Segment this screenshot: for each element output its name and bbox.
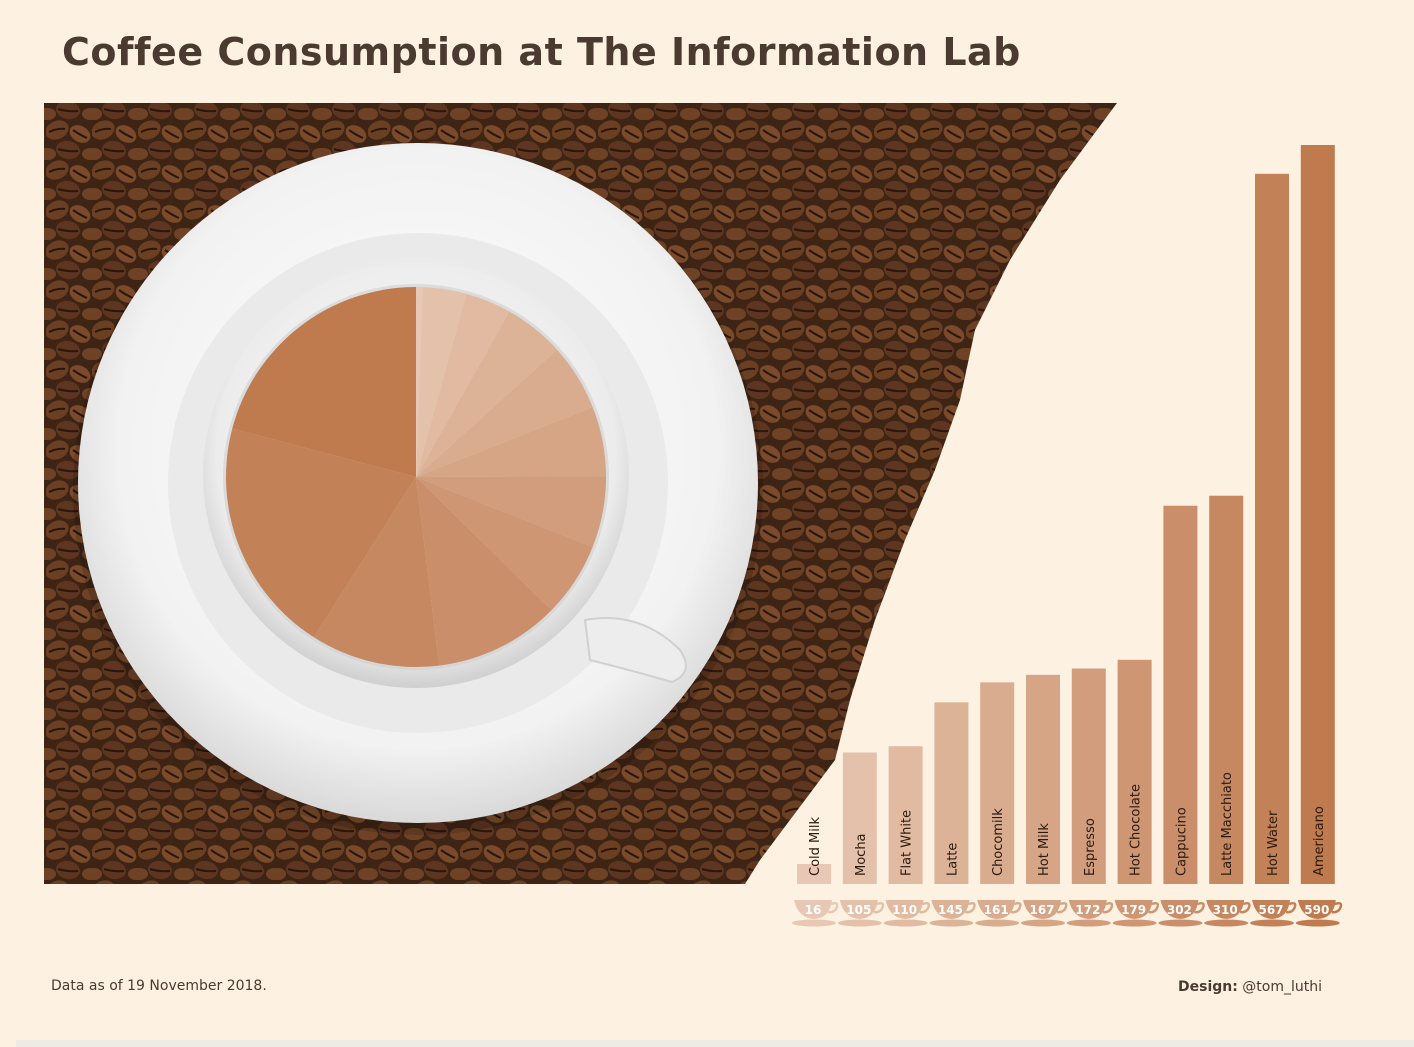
pie-slice-hot-milk: [416, 407, 606, 477]
bar-value-latte: 145: [938, 903, 963, 917]
bar-hot-milk: [1026, 674, 1060, 884]
cup-marker-hot-water: [1252, 900, 1290, 919]
bar-americano: [1300, 145, 1335, 884]
bar-value-americano: 590: [1304, 903, 1329, 917]
cup-handle-chocomilk: [1010, 901, 1022, 914]
bar-label-hot-milk: Hot Milk: [1037, 823, 1052, 876]
cup-marker-latte-macchiato: [1206, 900, 1245, 919]
cup-marker-espresso: [1068, 900, 1107, 919]
bar-chocomilk: [980, 682, 1015, 884]
bar-flat-white: [888, 746, 923, 884]
bar-label-cold-milk: Cold Milk: [808, 817, 823, 876]
cup-marker-hot-chocolate: [1114, 900, 1153, 919]
bar-label-americano: Americano: [1312, 806, 1327, 876]
bar-label-latte-macchiato: Latte Macchiato: [1220, 772, 1235, 876]
bar-mocha: [842, 752, 877, 884]
cup-saucer-mocha: [837, 919, 882, 927]
cup-handle-latte: [965, 901, 976, 914]
bar-value-cappucino: 302: [1167, 903, 1192, 917]
pie-slice-latte-macchiato: [313, 477, 440, 668]
cup-marker-mocha: [839, 900, 878, 919]
cup-handle-americano: [1331, 901, 1343, 914]
cup-handle-hot-chocolate: [1148, 901, 1160, 914]
bar-value-mocha: 105: [846, 903, 871, 917]
bar-hot-chocolate: [1117, 659, 1152, 884]
bottom-strip: [16, 1040, 1414, 1047]
cup-saucer-hot-chocolate: [1112, 919, 1157, 927]
bar-value-hot-water: 567: [1258, 903, 1283, 917]
cup-handle: [583, 617, 687, 684]
bar-label-cappucino: Cappucino: [1174, 807, 1189, 876]
credit-handle: @tom_luthi: [1242, 979, 1323, 995]
bar-label-latte: Latte: [945, 843, 960, 876]
bar-espresso: [1071, 668, 1106, 884]
bar-cappucino: [1163, 505, 1198, 884]
cup-marker-latte: [931, 900, 970, 919]
cup-saucer-cold-milk: [792, 919, 836, 927]
cup-saucer-hot-water: [1250, 919, 1294, 927]
cup-handle-espresso: [1102, 901, 1114, 914]
cup-handle-cappucino: [1194, 901, 1205, 914]
bar-latte: [934, 702, 969, 884]
bar-label-chocomilk: Chocomilk: [991, 808, 1006, 876]
bar-latte-macchiato: [1209, 495, 1244, 884]
bar-value-cold-milk: 16: [805, 903, 822, 917]
cup-saucer-espresso: [1066, 919, 1111, 927]
cup-handle-mocha: [873, 901, 885, 914]
design-credit: Design: @tom_luthi: [1178, 979, 1322, 995]
cup-marker-cappucino: [1160, 900, 1199, 919]
cup-handle-flat-white: [919, 901, 931, 914]
cup-saucer-latte-macchiato: [1204, 919, 1249, 927]
pie-slice-flat-white: [416, 293, 510, 477]
pie-chart: [226, 287, 606, 668]
pie-slice-espresso: [416, 476, 606, 548]
pie-slice-mocha: [416, 287, 467, 477]
bar-cold-milk: [797, 863, 831, 884]
bar-value-chocomilk: 161: [984, 903, 1009, 917]
cup-handle-latte-macchiato: [1239, 901, 1251, 914]
cup-marker-hot-milk: [1023, 900, 1061, 919]
cup-and-saucer: [73, 143, 763, 835]
cup-saucer-chocomilk: [975, 919, 1020, 927]
bar-label-espresso: Espresso: [1083, 818, 1098, 876]
bar-label-hot-water: Hot Water: [1266, 810, 1281, 876]
data-footnote: Data as of 19 November 2018.: [51, 978, 267, 994]
cup-marker-chocomilk: [977, 900, 1016, 919]
bar-label-hot-chocolate: Hot Chocolate: [1129, 784, 1144, 876]
bar-value-espresso: 172: [1075, 903, 1100, 917]
pie-slice-hot-water: [226, 428, 416, 638]
cup-handle-cold-milk: [827, 901, 839, 914]
pie-slice-latte: [416, 311, 558, 477]
cup-marker-flat-white: [885, 900, 924, 919]
cup-saucer-americano: [1295, 919, 1340, 927]
cup-marker-americano: [1297, 900, 1336, 919]
bar-label-mocha: Mocha: [854, 833, 869, 876]
cup-marker-cold-milk: [794, 900, 832, 919]
cup-saucer-flat-white: [883, 919, 928, 927]
cup-saucer-hot-milk: [1021, 919, 1065, 927]
bar-value-flat-white: 110: [892, 903, 917, 917]
bar-value-hot-chocolate: 179: [1121, 903, 1146, 917]
pie-slice-cappucino: [416, 477, 552, 666]
pie-slice-americano: [232, 287, 416, 477]
credit-label: Design:: [1178, 979, 1238, 995]
pie-slice-cold-milk: [416, 287, 423, 477]
pie-slice-chocomilk: [416, 349, 593, 477]
bar-value-hot-milk: 167: [1029, 903, 1054, 917]
bar-chart: Cold Milk 16 Mocha 105 Flat White 110 Latte 145…: [792, 145, 1343, 927]
cup-handle-hot-water: [1285, 901, 1297, 914]
page-title: Coffee Consumption at The Information La…: [62, 30, 1021, 74]
cup-saucer-latte: [929, 919, 974, 927]
cup-saucer-cappucino: [1158, 919, 1203, 927]
bar-value-latte-macchiato: 310: [1213, 903, 1238, 917]
bar-label-flat-white: Flat White: [900, 810, 915, 876]
pie-slice-hot-chocolate: [416, 477, 593, 611]
cup-handle-hot-milk: [1056, 901, 1068, 914]
bar-hot-water: [1255, 173, 1289, 884]
